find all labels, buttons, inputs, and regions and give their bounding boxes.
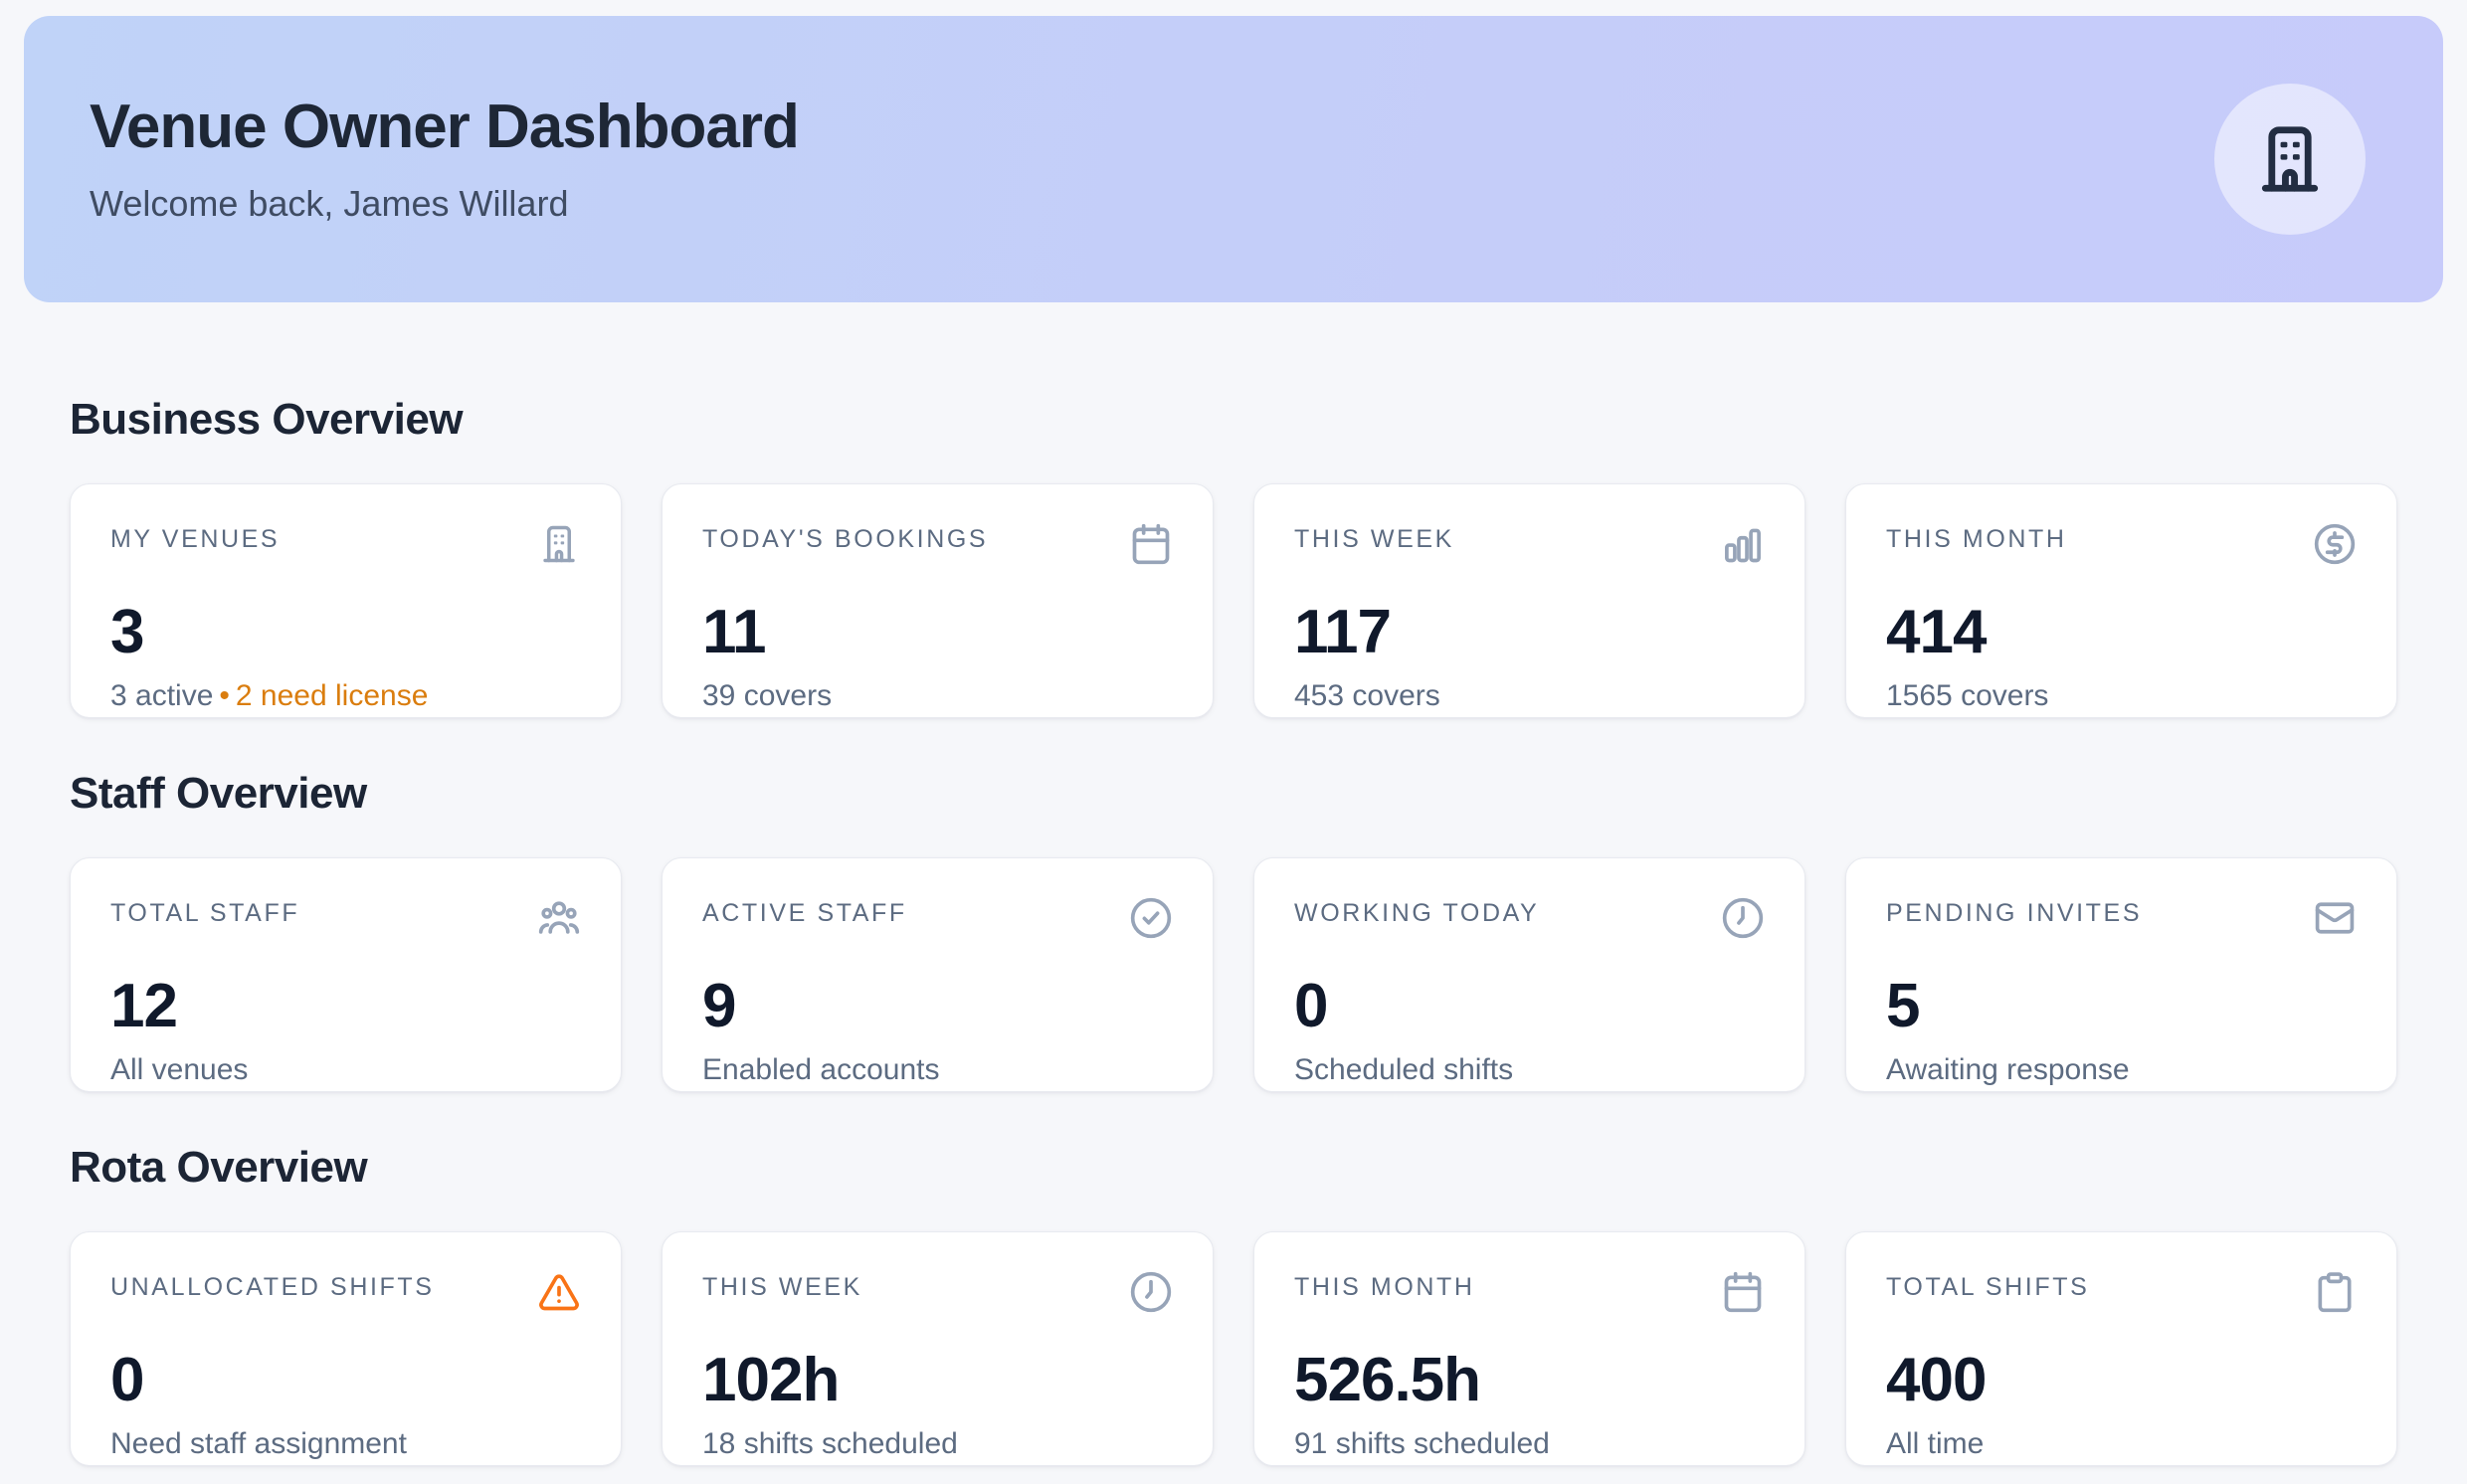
card-label: MY VENUES [110,525,281,553]
card-grid: TOTAL STAFF 12 All venues [70,857,2397,1092]
section-rota-overview: Rota Overview UNALLOCATED SHIFTS 0 Need … [70,1146,2397,1466]
card-value: 0 [1294,972,1328,1040]
card-this-week-bookings: THIS WEEK 117 453 covers [1253,483,1805,718]
mail-icon [2313,896,2357,940]
card-value: 9 [702,972,736,1040]
users-icon [537,896,581,940]
card-subtext: 1565 covers [1886,679,2049,712]
dashboard-header: Venue Owner Dashboard Welcome back, Jame… [24,16,2443,302]
card-label: UNALLOCATED SHIFTS [110,1273,435,1301]
card-working-today: WORKING TODAY 0 Scheduled shifts [1253,857,1805,1092]
dot-separator: • [219,679,230,712]
card-subtext: All time [1886,1427,1985,1460]
card-label: PENDING INVITES [1886,899,2143,927]
card-subtext: 39 covers [702,679,833,712]
clock-icon [1129,1270,1173,1314]
dollar-circle-icon [2313,522,2357,566]
card-subtext: 91 shifts scheduled [1294,1427,1550,1460]
building-icon [537,522,581,566]
calendar-icon [1129,522,1173,566]
card-subtext: 3 active • 2 need license [110,679,429,712]
alert-triangle-icon [537,1270,581,1314]
clipboard-icon [2313,1270,2357,1314]
card-grid: MY VENUES 3 3 active • 2 [70,483,2397,718]
building-icon [2261,126,2319,192]
card-value: 414 [1886,598,1987,666]
header-icon-circle [2214,84,2366,235]
card-subtext: 453 covers [1294,679,1440,712]
card-value: 5 [1886,972,1920,1040]
card-subtext: Enabled accounts [702,1053,940,1086]
card-value: 12 [110,972,178,1040]
card-value: 117 [1294,598,1392,666]
card-value: 11 [702,598,767,666]
card-total-shifts: TOTAL SHIFTS 400 All time [1845,1231,2397,1466]
bar-chart-icon [1721,522,1765,566]
card-this-month-rota: THIS MONTH 526.5h 91 shifts scheduled [1253,1231,1805,1466]
section-title: Staff Overview [70,769,367,818]
section-title: Business Overview [70,395,464,444]
section-business-overview: Business Overview MY VENUES [70,398,2397,718]
card-label: THIS WEEK [1294,525,1454,553]
card-value: 102h [702,1346,840,1414]
card-value: 526.5h [1294,1346,1481,1414]
clock-icon [1721,896,1765,940]
welcome-message: Welcome back, James Willard [90,183,569,224]
card-todays-bookings: TODAY'S BOOKINGS 11 39 covers [662,483,1214,718]
card-subtext: Scheduled shifts [1294,1053,1514,1086]
card-label: TOTAL SHIFTS [1886,1273,2090,1301]
section-staff-overview: Staff Overview TOTAL STAFF [70,772,2397,1092]
card-total-staff: TOTAL STAFF 12 All venues [70,857,622,1092]
section-title: Rota Overview [70,1143,368,1192]
card-label: WORKING TODAY [1294,899,1540,927]
card-label: THIS MONTH [1886,525,2067,553]
card-my-venues: MY VENUES 3 3 active • 2 [70,483,622,718]
card-value: 400 [1886,1346,1987,1414]
card-value: 0 [110,1346,144,1414]
card-subtext: Need staff assignment [110,1427,407,1460]
card-this-month-bookings: THIS MONTH 414 1565 covers [1845,483,2397,718]
card-pending-invites: PENDING INVITES 5 Awaiting response [1845,857,2397,1092]
header-text: Venue Owner Dashboard Welcome back, Jame… [90,93,800,224]
card-subtext: Awaiting response [1886,1053,2130,1086]
license-warning-text: 2 need license [235,679,429,712]
card-unallocated-shifts: UNALLOCATED SHIFTS 0 Need staff assignme… [70,1231,622,1466]
card-value: 3 [110,598,144,666]
card-label: THIS MONTH [1294,1273,1475,1301]
calendar-icon [1721,1270,1765,1314]
check-circle-icon [1129,896,1173,940]
card-this-week-rota: THIS WEEK 102h 18 shifts scheduled [662,1231,1214,1466]
card-active-staff: ACTIVE STAFF 9 Enabled accounts [662,857,1214,1092]
card-grid: UNALLOCATED SHIFTS 0 Need staff assignme… [70,1231,2397,1466]
card-label: ACTIVE STAFF [702,899,907,927]
card-label: TODAY'S BOOKINGS [702,525,989,553]
card-subtext: All venues [110,1053,249,1086]
page-title: Venue Owner Dashboard [90,93,800,161]
card-subtext: 18 shifts scheduled [702,1427,958,1460]
card-label: THIS WEEK [702,1273,862,1301]
dashboard-content: Business Overview MY VENUES [0,398,2467,1466]
card-label: TOTAL STAFF [110,899,300,927]
